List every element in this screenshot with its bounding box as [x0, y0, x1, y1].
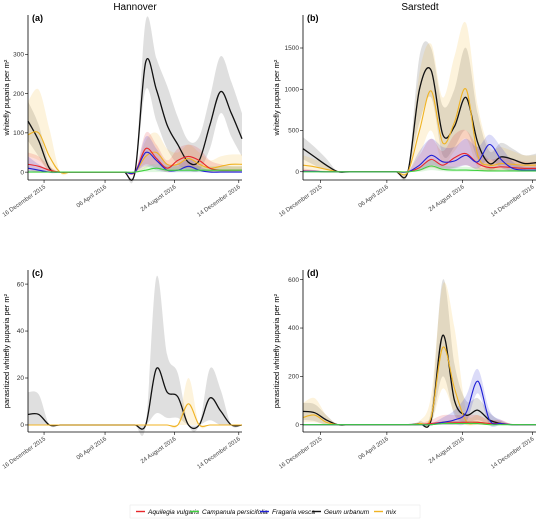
- x-tick-label: 24 August 2016: [428, 184, 466, 213]
- legend-label-fragaria: Fragaria vesca: [272, 509, 315, 516]
- legend-label-aquilegia: Aquilegia vulgaris: [147, 509, 200, 516]
- panel-d: 0 200 400 600 16 December 2015 06 April 2016 2…: [272, 268, 536, 471]
- series-line-mix: [27, 403, 242, 428]
- x-tick-label: 14 December 2016: [490, 184, 536, 219]
- panel-letter: (c): [32, 268, 43, 278]
- series-line-geum: [302, 334, 536, 428]
- x-tick-label: 24 August 2016: [140, 436, 178, 465]
- y-tick-label: 1000: [285, 86, 300, 93]
- y-tick-label: 0: [20, 422, 24, 429]
- ribbon-fragaria: [303, 368, 536, 428]
- ribbon-geum: [303, 279, 536, 428]
- panel-c: 0 20 40 60 16 December 2015 06 April 2016 24 A…: [2, 268, 243, 471]
- legend-label-geum: Geum urbanum: [324, 509, 370, 516]
- series-line-fragaria: [302, 380, 536, 426]
- ribbon-aquilegia: [28, 131, 242, 176]
- y-tick-label: 0: [20, 169, 24, 176]
- panel-letter: (a): [32, 13, 43, 23]
- x-tick-label: 16 December 2015: [278, 436, 324, 471]
- y-tick-label: 40: [17, 328, 25, 335]
- legend: Aquilegia vulgaris Campanula persicifolia…: [129, 504, 421, 519]
- x-tick-label: 24 August 2016: [428, 436, 466, 465]
- x-tick-label: 16 December 2015: [2, 436, 48, 471]
- x-tick-label: 14 December 2016: [490, 436, 536, 471]
- ribbon-geum: [28, 16, 242, 184]
- panel-b: Sarstedt 0 500 1000 1500 16 December 2015 06 A…: [272, 2, 537, 219]
- y-tick-label: 0: [295, 422, 299, 429]
- legend-box: [129, 504, 421, 519]
- series-line-mix: [302, 346, 536, 426]
- panel-title: Hannover: [113, 2, 157, 13]
- x-tick-label: 06 April 2016: [76, 184, 109, 209]
- y-tick-label: 20: [17, 375, 25, 382]
- ribbon-geum: [303, 41, 536, 181]
- y-tick-label: 200: [288, 374, 299, 381]
- x-tick-label: 24 August 2016: [140, 184, 178, 213]
- ribbon-mix: [303, 21, 536, 180]
- ribbon-mix: [303, 282, 536, 427]
- y-tick-label: 1500: [285, 45, 300, 52]
- y-tick-label: 400: [288, 325, 299, 332]
- x-tick-label: 14 December 2016: [197, 184, 243, 219]
- y-tick-label: 200: [13, 91, 24, 98]
- x-tick-label: 16 December 2015: [278, 184, 324, 219]
- ribbon-geum: [28, 275, 242, 436]
- y-axis-label: whitefly puparia per m²: [2, 59, 11, 136]
- x-tick-label: 06 April 2016: [76, 436, 109, 461]
- ribbon-fragaria: [28, 135, 242, 175]
- ribbon-mix: [28, 88, 242, 176]
- panel-letter: (b): [307, 13, 319, 23]
- series-line-campanula: [27, 167, 242, 173]
- y-axis-label: parasitized whitefly puparia per m²: [272, 293, 281, 408]
- series-line-campanula: [302, 165, 536, 173]
- y-tick-label: 100: [13, 130, 24, 137]
- panel-a: Hannover 0 100 200 300 16 December 2015 06 Apr…: [2, 2, 243, 219]
- y-tick-label: 0: [295, 169, 299, 176]
- y-axis-label: parasitized whitefly puparia per m²: [2, 293, 11, 408]
- ribbon-campanula: [303, 159, 536, 173]
- y-tick-label: 600: [288, 277, 299, 284]
- x-tick-label: 06 April 2016: [358, 184, 391, 209]
- panel-letter: (d): [307, 268, 319, 278]
- x-tick-label: 06 April 2016: [358, 436, 391, 461]
- legend-label-campanula: Campanula persicifolia: [202, 509, 268, 516]
- x-tick-label: 16 December 2015: [2, 184, 48, 219]
- legend-label-mix: mix: [386, 509, 397, 516]
- x-tick-label: 14 December 2016: [197, 436, 243, 471]
- series-line-campanula: [302, 422, 536, 426]
- y-tick-label: 500: [288, 128, 299, 135]
- y-tick-label: 300: [13, 51, 24, 58]
- panel-title: Sarstedt: [401, 2, 438, 13]
- y-axis-label: whitefly puparia per m²: [272, 59, 281, 136]
- y-tick-label: 60: [17, 281, 25, 288]
- ribbon-mix: [28, 378, 242, 429]
